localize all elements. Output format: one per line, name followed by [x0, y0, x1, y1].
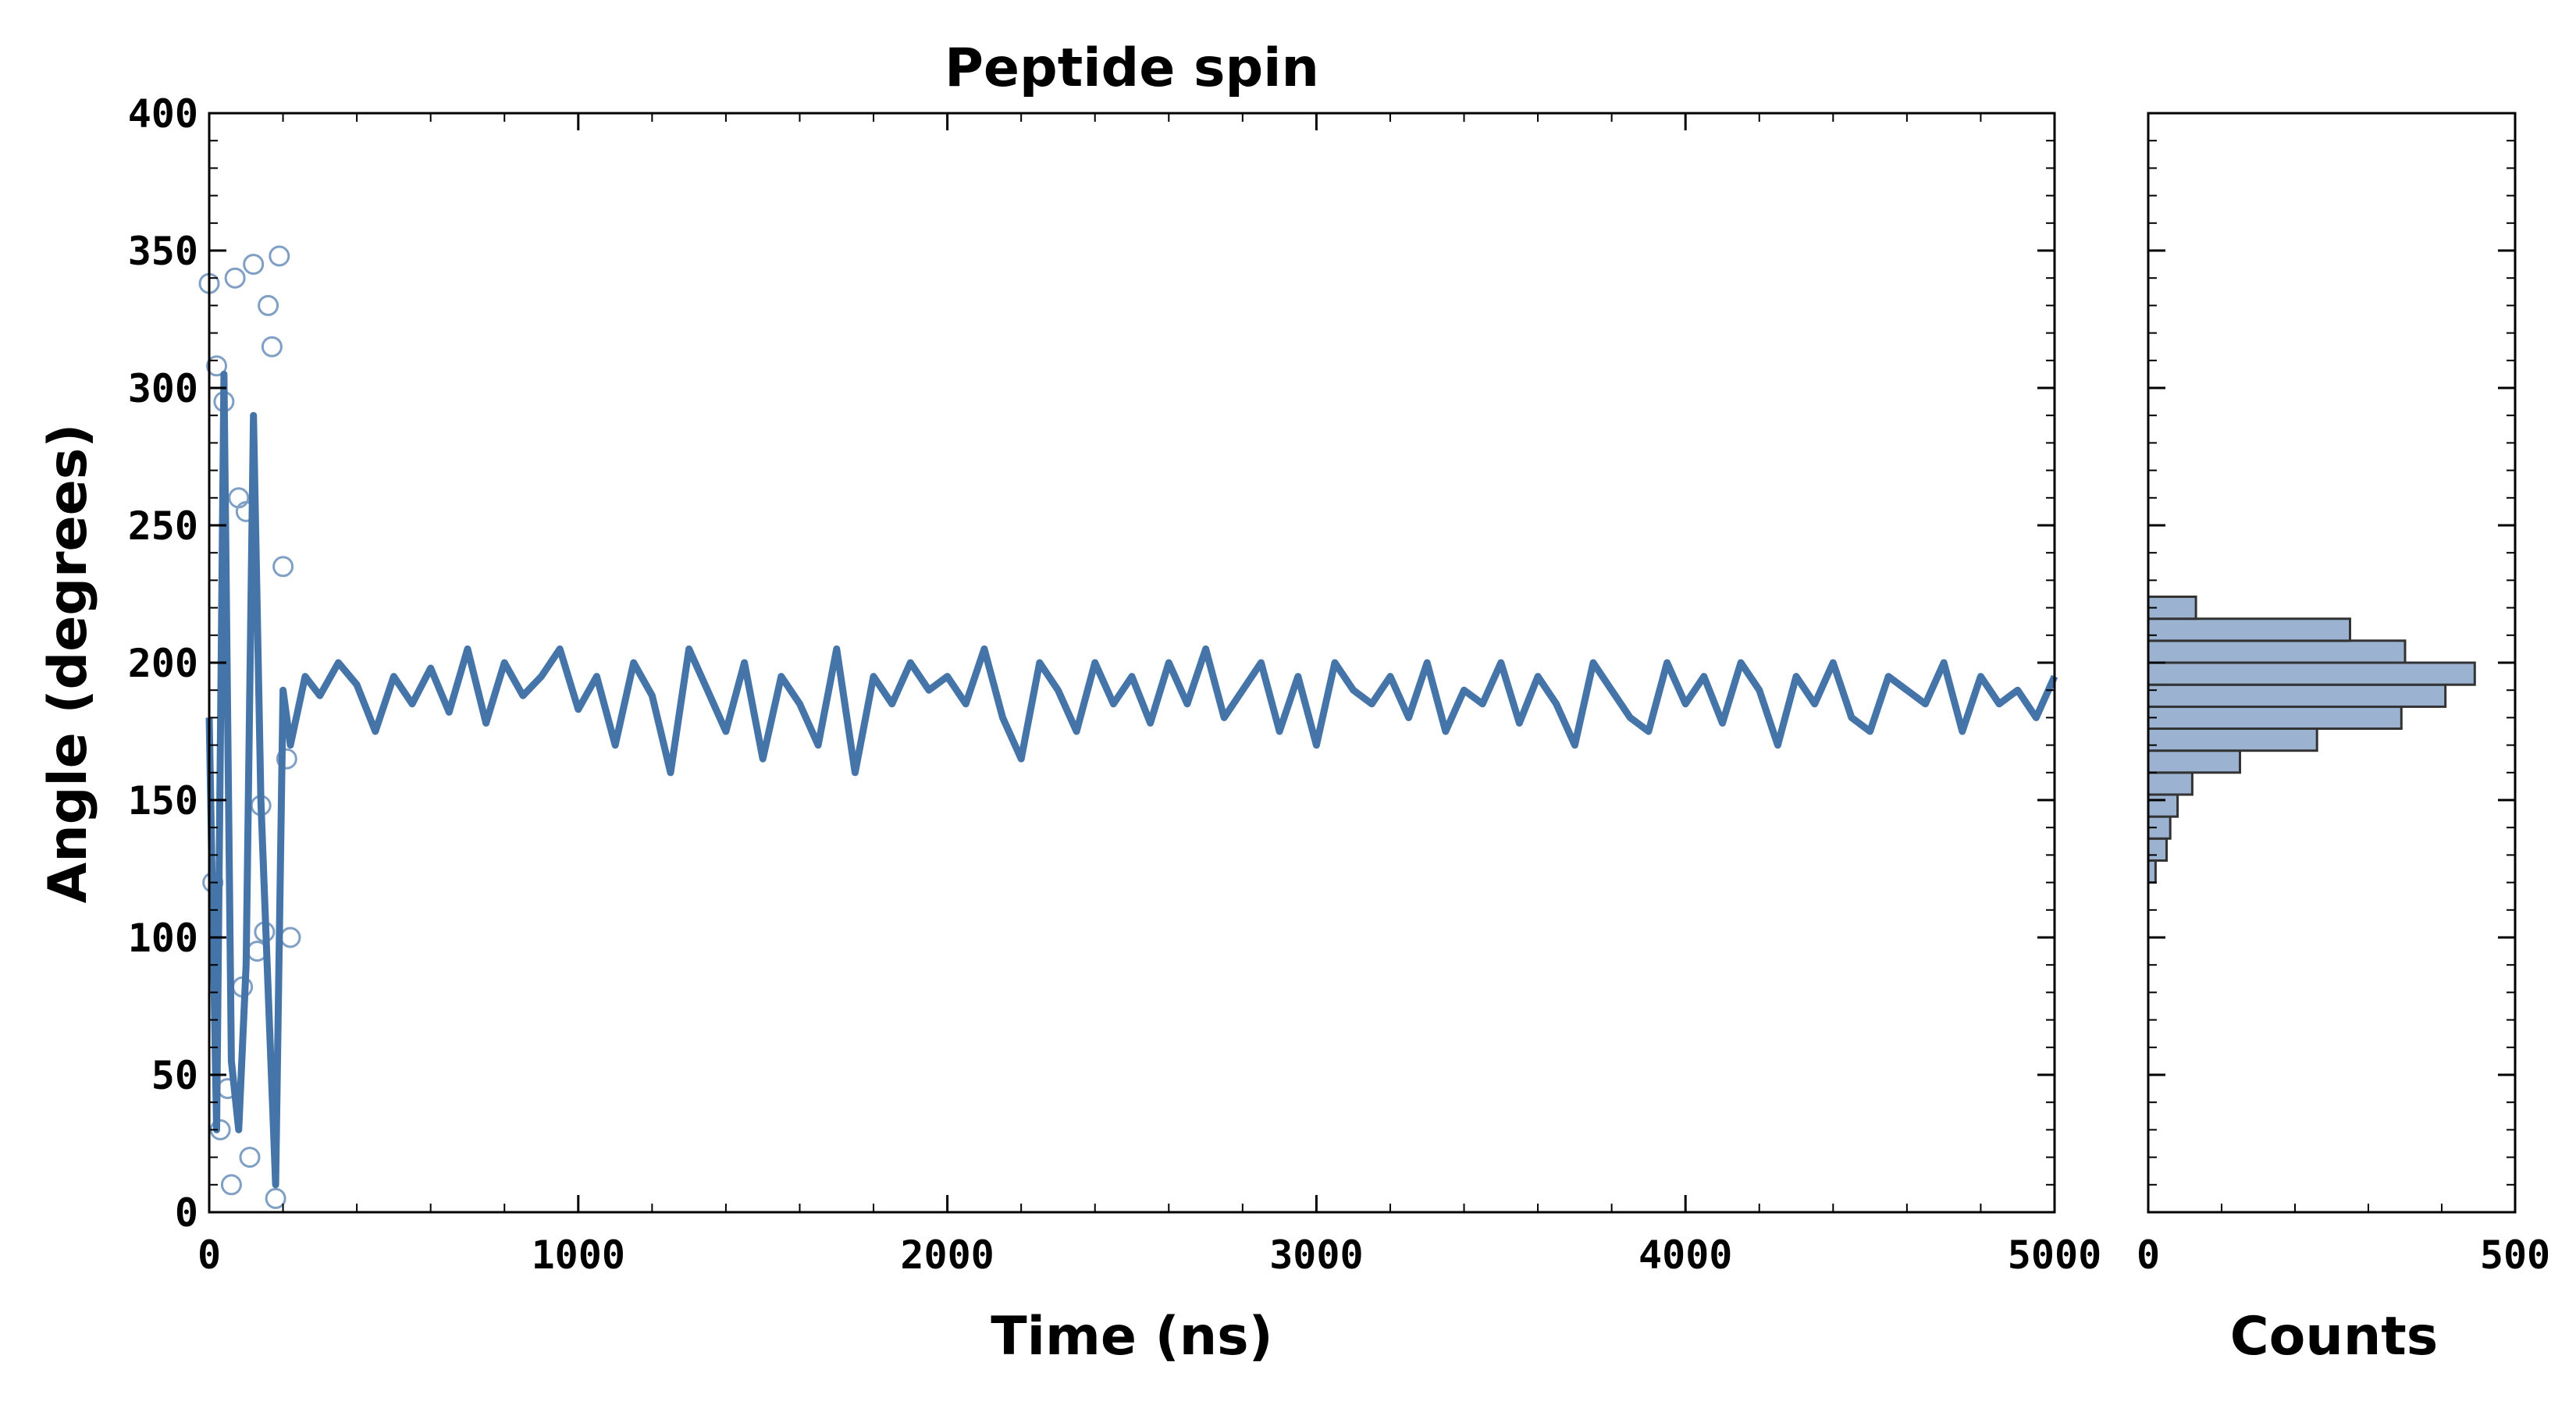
x-tick-label: 2000: [900, 1232, 994, 1278]
scatter-point: [276, 748, 297, 770]
histogram-axis-ticks: 0 500: [2137, 140, 2550, 1278]
main-plot-panel: 0 1000 2000 3000 4000 5000 0 50 100 150 200 250 300 3…: [128, 91, 2102, 1278]
histogram-bars: [2147, 596, 2476, 884]
scatter-point: [269, 245, 290, 267]
scatter-point: [220, 1174, 242, 1196]
scatter-point: [265, 1187, 286, 1209]
hist-x-tick-label: 0: [2137, 1232, 2160, 1278]
scatter-point: [258, 294, 279, 316]
x-tick-label: 1000: [532, 1232, 625, 1278]
y-tick-label: 350: [128, 229, 198, 274]
y-tick-label: 50: [151, 1053, 198, 1098]
y-axis-label: Angle (degrees): [37, 424, 99, 904]
y-tick-label: 200: [128, 641, 198, 686]
histogram-bar: [2147, 705, 2403, 730]
histogram-bar: [2147, 837, 2168, 863]
scatter-point: [279, 927, 301, 948]
scatter-point: [206, 355, 227, 377]
scatter-point: [261, 336, 283, 357]
x-tick-label: 0: [197, 1232, 221, 1278]
y-tick-label: 100: [128, 916, 198, 961]
y-tick-label: 400: [128, 91, 198, 137]
histogram-bar: [2147, 639, 2407, 664]
histogram-bar: [2147, 727, 2318, 752]
histogram-bar: [2147, 771, 2194, 796]
histogram-bar: [2147, 596, 2197, 621]
x-axis-label: Time (ns): [991, 1306, 1272, 1368]
histogram-x-axis-label: Counts: [2230, 1306, 2438, 1368]
y-tick-label: 250: [128, 503, 198, 549]
y-tick-label: 300: [128, 366, 198, 411]
smoothed-line-series: [205, 370, 2058, 1189]
histogram-bar: [2147, 617, 2351, 642]
scatter-point: [224, 267, 246, 289]
histogram-bar: [2147, 749, 2241, 774]
x-tick-label: 5000: [2008, 1232, 2101, 1278]
scatter-point: [239, 1147, 261, 1168]
histogram-bar: [2147, 793, 2179, 818]
hist-x-tick-label: 500: [2480, 1232, 2550, 1278]
y-tick-label: 150: [128, 778, 198, 823]
histogram-panel: 0 500: [2137, 112, 2550, 1278]
main-axis-ticks: 0 1000 2000 3000 4000 5000 0 50 100 150 200 250 300 3…: [128, 91, 2102, 1278]
y-tick-label: 0: [175, 1190, 198, 1236]
scatter-point: [243, 254, 265, 276]
histogram-bar: [2147, 683, 2447, 708]
main-plot-frame: [208, 112, 2056, 1214]
chart-title: Peptide spin: [945, 37, 1319, 99]
x-tick-label: 4000: [1638, 1232, 1732, 1278]
histogram-bar: [2147, 661, 2476, 686]
scatter-point: [272, 556, 294, 578]
x-tick-label: 3000: [1269, 1232, 1363, 1278]
